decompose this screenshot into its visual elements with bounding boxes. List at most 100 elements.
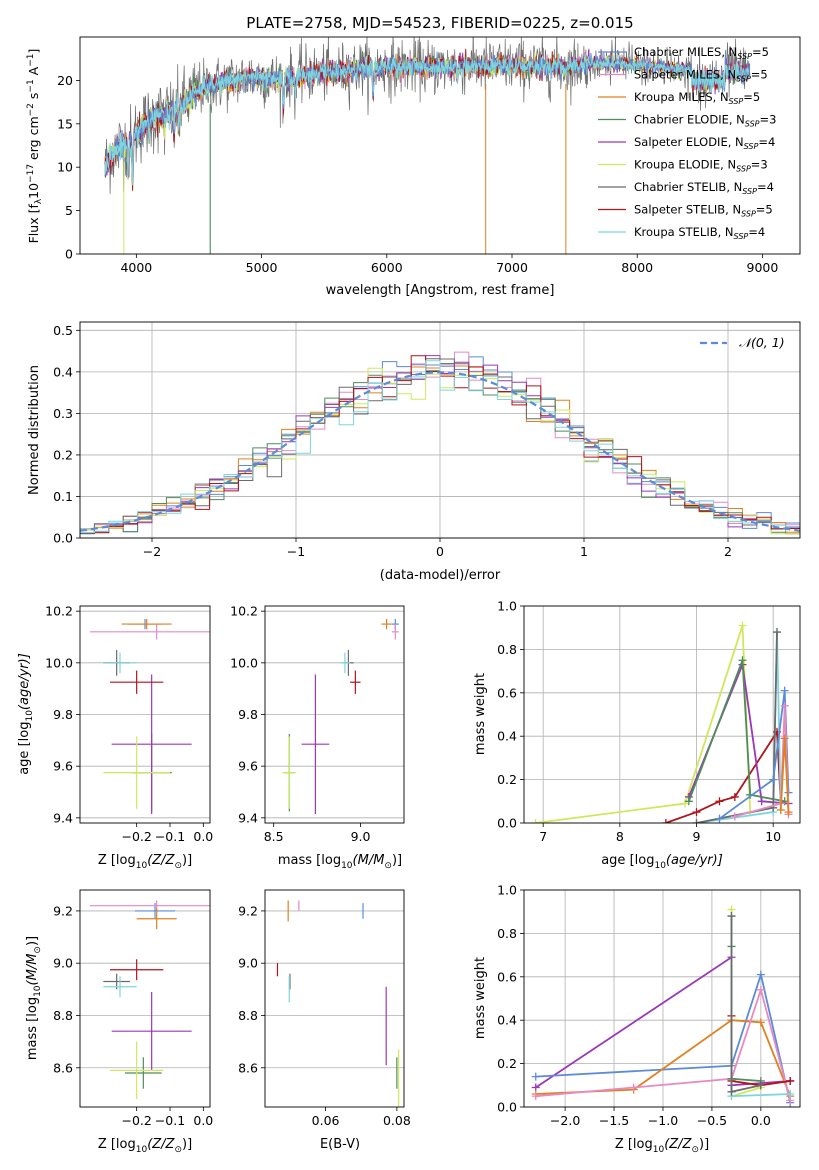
y-label-part: s [26, 93, 41, 104]
weight-point-marker [730, 812, 739, 821]
y-tick-label: 8.8 [238, 1008, 258, 1023]
legend-label: Kroupa MILES, N [634, 90, 729, 104]
legend-subscript: SSP [729, 97, 744, 106]
y-label-part: −2 [26, 103, 36, 116]
weight-point-marker [715, 814, 724, 823]
y-tick-label: 9.4 [53, 810, 73, 825]
x-axis-label-subscript: 10 [653, 1145, 665, 1155]
axes-frame [79, 889, 211, 1108]
legend-tail: =5 [751, 68, 768, 82]
weight-point-marker [756, 1018, 765, 1027]
weight-point-marker [531, 819, 540, 823]
y-tick-label: 9.0 [238, 956, 258, 971]
y-tick-label: 0.2 [497, 1056, 517, 1071]
y-axis-label: Flux [fλ10−17 erg cm−2 s−1 A−1] [26, 49, 44, 244]
legend-label: 𝒩(0, 1) [739, 335, 785, 350]
x-tick-label: 6000 [371, 260, 403, 275]
x-axis-label-sun: ⊙ [384, 861, 392, 871]
y-axis-label-text: mass [log [25, 997, 40, 1060]
x-axis-label-text: mass [log [278, 853, 341, 868]
weight-point-marker [738, 621, 747, 630]
y-tick-label: 1.0 [497, 883, 517, 898]
y-label-part: A [26, 66, 41, 79]
weight-point-marker [727, 912, 736, 921]
x-tick-label: 2 [724, 544, 732, 559]
weight-point-marker [727, 1087, 736, 1096]
y-tick-label: 0.6 [497, 969, 517, 984]
legend-label: Chabrier MILES, N [634, 45, 737, 59]
mass-vs-ebv-panel: 0.06 0.08 8.6 8.8 9.0 9.2 E(B-V) [238, 889, 411, 1152]
x-tick-label: −1.5 [599, 1113, 629, 1128]
x-axis-label: wavelength [Angstrom, rest frame] [326, 283, 555, 298]
y-axis-label-tail: (age/yr)] [17, 653, 32, 710]
x-tick-label: 7000 [496, 260, 528, 275]
x-tick-label: 9.0 [351, 829, 371, 844]
legend-tail: =4 [758, 135, 775, 149]
x-axis-label-sun: ⊙ [691, 1145, 699, 1155]
axes-frame [79, 36, 801, 255]
weight-vs-metallicity-panel: −2.0 −1.5 −1.0 −0.5 0.0 0.0 0.2 0.4 0.6 0.8 1.0 Z [… [473, 883, 801, 1155]
y-axis-label-tail: (M/M [25, 954, 40, 986]
x-axis-label-tail: (Z/Z [147, 1137, 175, 1152]
y-axis-label-subscript: 10 [33, 985, 43, 997]
x-tick-label: 0.08 [383, 1113, 411, 1128]
axes-frame [523, 889, 801, 1108]
x-axis-label-subscript: 10 [136, 861, 148, 871]
y-tick-label: 9.4 [238, 810, 258, 825]
x-axis-label-tail: (Z/Z [664, 1137, 692, 1152]
legend-subscript: SSP [744, 142, 759, 151]
legend-subscript: SSP [736, 75, 751, 84]
weight-point-marker [531, 1092, 540, 1101]
y-axis-label: mass weight [473, 957, 488, 1039]
x-tick-label: 0 [436, 544, 444, 559]
legend-label: Kroupa STELIB, N [634, 225, 734, 239]
y-tick-label: 0.6 [497, 685, 517, 700]
x-tick-label: 0.0 [193, 829, 213, 844]
weight-point-marker [692, 819, 701, 823]
y-tick-label: 0.5 [53, 323, 73, 338]
y-tick-label: 10.0 [45, 655, 73, 670]
y-tick-label: 9.8 [53, 707, 73, 722]
age-vs-metallicity-panel: −0.2 −0.1 0.09.49.69.810.010.2Z [log10(Z/Z… [17, 604, 213, 871]
x-tick-label: 1 [580, 544, 588, 559]
x-axis-label: mass [log10(M/M⊙)] [278, 853, 402, 871]
x-tick-label: 10 [765, 829, 781, 844]
axes-frame [264, 889, 405, 1108]
legend-subscript: SSP [736, 165, 751, 174]
y-axis-label-close: )] [25, 936, 40, 946]
x-tick-label: 8000 [621, 260, 653, 275]
weight-point-marker [769, 775, 778, 784]
x-axis-label-close: )] [392, 853, 402, 868]
x-axis-label-subscript: 10 [341, 861, 353, 871]
y-axis-label-subscript: 10 [25, 710, 35, 722]
x-axis-label-text: Z [log [615, 1137, 653, 1152]
y-axis-label-text: age [log [17, 722, 32, 775]
legend-tail: =5 [756, 203, 773, 217]
y-label-part: −1 [26, 79, 36, 92]
weight-point-marker [531, 1072, 540, 1081]
weight-point-marker [629, 1083, 638, 1092]
axes-frame [264, 605, 405, 824]
legend-entry: Chabrier STELIB, NSSP=4 [634, 180, 774, 196]
x-axis-label: E(B-V) [320, 1137, 360, 1152]
weight-point-marker [786, 1089, 795, 1098]
y-tick-label: 0 [65, 247, 73, 262]
legend-subscript: SSP [737, 52, 752, 61]
x-tick-label: −0.2 [121, 1113, 151, 1128]
weight-point-marker [715, 797, 724, 806]
y-tick-label: 9.6 [53, 759, 73, 774]
histogram-series [80, 358, 800, 535]
y-tick-label: 0.2 [53, 447, 73, 462]
legend-subscript: SSP [734, 232, 749, 241]
y-tick-label: 0.8 [497, 926, 517, 941]
legend-label: Chabrier STELIB, N [634, 180, 742, 194]
weight-point-marker [661, 819, 670, 823]
y-label-part: erg cm [26, 116, 41, 164]
age-vs-mass-panel: 8.5 9.0 9.4 9.6 9.8 10.0 10.2 mass [log10(M/M⊙)… [230, 604, 405, 871]
x-tick-label: −2 [143, 544, 161, 559]
y-tick-label: 0.3 [53, 406, 73, 421]
y-tick-label: 0.8 [497, 642, 517, 657]
x-axis-label-close: )] [182, 853, 192, 868]
y-label-part: −1 [26, 54, 36, 67]
legend-subscript: SSP [741, 210, 756, 219]
